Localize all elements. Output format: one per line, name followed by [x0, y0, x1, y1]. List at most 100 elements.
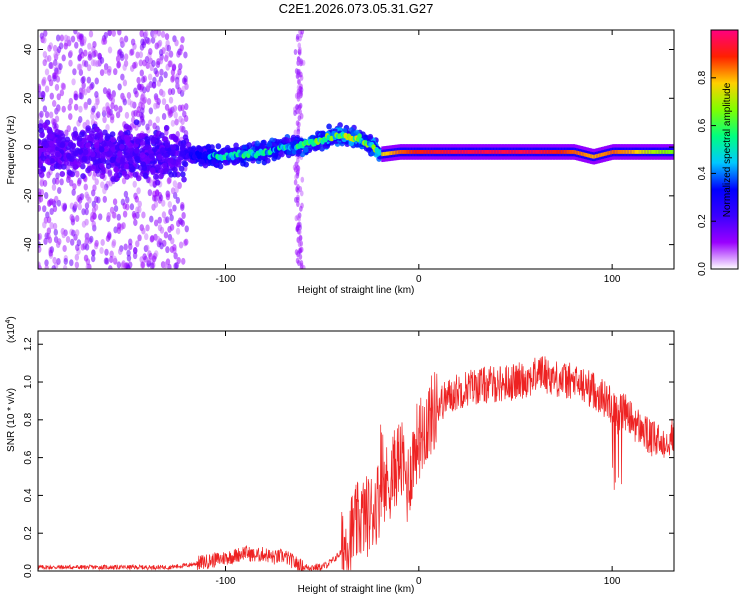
ridge-core	[531, 149, 534, 154]
ridge-core	[627, 149, 630, 154]
noise-speck	[137, 234, 142, 242]
noise-speck	[90, 255, 96, 263]
ridge-core	[625, 149, 628, 154]
noise-speck	[38, 195, 44, 203]
ridge-core	[656, 149, 659, 154]
ridge-speck	[135, 138, 141, 145]
ridge-core	[475, 149, 478, 154]
spur-speck	[294, 174, 298, 181]
noise-speck	[87, 196, 92, 204]
noise-speck	[147, 73, 153, 81]
noise-speck	[184, 238, 189, 246]
ridge-speck	[156, 153, 163, 160]
noise-speck	[58, 63, 63, 71]
ridge-core	[480, 149, 483, 154]
ridge-core	[667, 149, 670, 154]
noise-speck	[133, 247, 138, 255]
spur-speck	[300, 202, 304, 209]
ridge-core	[395, 150, 398, 155]
ridge-speck	[326, 123, 332, 130]
ridge-speck	[43, 124, 49, 131]
noise-speck	[172, 180, 178, 188]
ridge-core	[613, 149, 616, 154]
ridge-core	[518, 149, 521, 154]
noise-speck	[174, 118, 179, 126]
noise-speck	[171, 63, 177, 71]
ridge-speck	[114, 144, 121, 151]
noise-speck	[134, 195, 139, 203]
snr-y-ticks: 0.0 0.2 0.4 0.6 0.8 1.0 1.2	[23, 337, 674, 578]
noise-speck	[80, 243, 85, 251]
x-tick-label: 100	[604, 576, 621, 587]
noise-speck	[181, 257, 186, 265]
ridge-speck	[315, 144, 321, 151]
ridge-speck	[144, 144, 150, 151]
ridge-speck	[138, 132, 145, 139]
noise-speck	[53, 228, 58, 236]
noise-speck	[44, 68, 50, 76]
ridge-speck	[134, 155, 140, 162]
ridge-speck	[106, 150, 113, 157]
noise-speck	[107, 30, 113, 37]
spur-speck	[296, 214, 300, 221]
ridge-core	[608, 150, 611, 155]
noise-speck	[145, 36, 150, 44]
noise-speck	[49, 208, 54, 216]
y-tick-label: 0.0	[23, 564, 34, 578]
noise-speck	[123, 35, 129, 43]
ridge-core	[577, 151, 580, 155]
ridge-core	[651, 149, 654, 154]
noise-speck	[174, 39, 179, 47]
noise-speck	[102, 116, 107, 124]
noise-speck	[126, 254, 132, 262]
ridge-speck	[44, 158, 51, 165]
ridge-core	[409, 149, 412, 154]
noise-speck	[101, 37, 106, 45]
ridge-core	[559, 149, 562, 154]
noise-speck	[109, 116, 115, 124]
noise-speck	[91, 249, 96, 257]
noise-speck	[59, 34, 65, 42]
ridge-speck	[72, 163, 79, 170]
ridge-speck	[55, 138, 62, 145]
ridge-speck	[88, 130, 95, 137]
ridge-core	[605, 151, 608, 156]
spur-speck	[295, 224, 300, 231]
noise-speck	[75, 170, 80, 178]
ridge-core	[389, 151, 392, 156]
ridge-speck	[63, 159, 70, 166]
ridge-speck	[59, 171, 66, 178]
ridge-core	[429, 149, 432, 154]
ridge-core	[484, 149, 487, 154]
noise-speck	[184, 103, 189, 111]
noise-speck	[77, 53, 82, 61]
noise-speck	[154, 250, 159, 258]
noise-speck	[178, 241, 184, 249]
ridge-core	[537, 149, 540, 154]
ridge-core	[526, 149, 529, 154]
noise-speck	[157, 216, 162, 224]
noise-speck	[165, 216, 170, 224]
ridge-speck	[302, 146, 309, 153]
noise-speck	[145, 62, 150, 70]
ridge-speck	[148, 153, 155, 160]
noise-speck	[56, 46, 62, 54]
snr-multiplier: (x104)	[5, 316, 17, 343]
noise-speck	[128, 238, 133, 246]
ridge-core	[426, 149, 429, 154]
ridge-speck	[159, 147, 166, 154]
ridge-speck	[81, 156, 87, 163]
noise-speck	[67, 103, 72, 111]
noise-speck	[68, 59, 73, 67]
ridge-core	[619, 149, 622, 154]
ridge-core	[392, 150, 395, 155]
ridge-core	[583, 152, 586, 157]
noise-speck	[73, 201, 79, 209]
ridge-core	[483, 149, 486, 154]
noise-speck	[55, 172, 60, 180]
noise-speck	[146, 83, 151, 91]
noise-speck	[96, 196, 101, 204]
noise-speck	[91, 220, 96, 228]
ridge-speck	[162, 168, 169, 175]
ridge-core	[661, 149, 664, 154]
